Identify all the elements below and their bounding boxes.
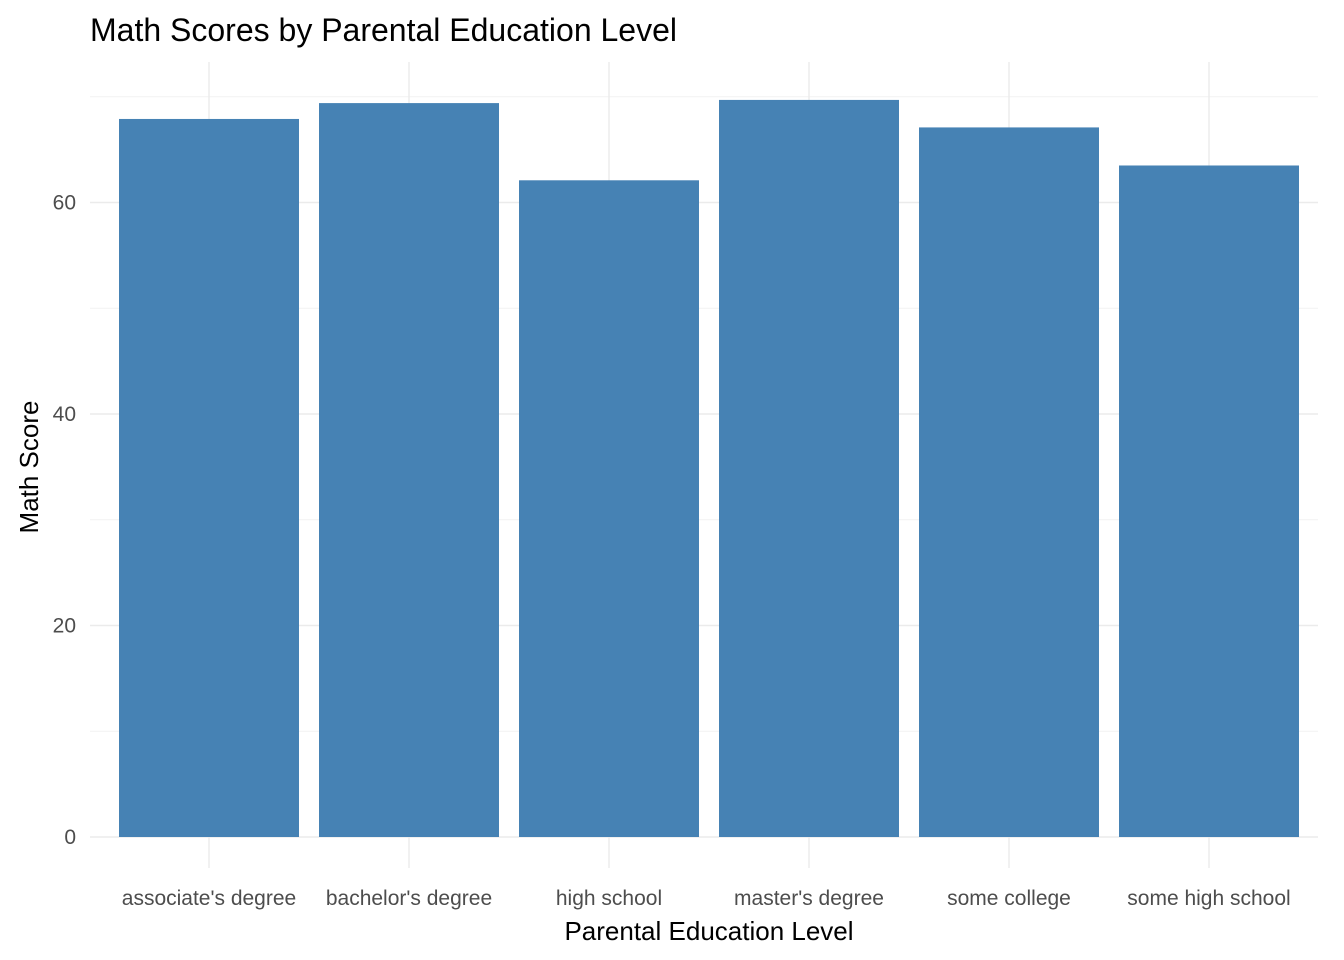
chart-title: Math Scores by Parental Education Level: [90, 12, 677, 48]
x-tick-label: some college: [947, 887, 1071, 910]
y-tick-label: 60: [53, 192, 76, 215]
bar: [719, 99, 899, 838]
x-axis-ticks: associate's degree bachelor's degree high …: [122, 887, 1291, 910]
y-tick-label: 40: [53, 403, 76, 426]
bar: [519, 180, 699, 838]
y-tick-label: 20: [53, 615, 76, 638]
x-tick-label: associate's degree: [122, 887, 296, 910]
bar: [1119, 165, 1299, 838]
x-tick-label: master's degree: [734, 887, 884, 910]
bar: [319, 103, 499, 838]
x-tick-label: high school: [556, 887, 662, 910]
y-axis-title: Math Score: [14, 401, 44, 534]
y-tick-label: 0: [64, 826, 76, 849]
y-axis-ticks: 0 20 40 60: [53, 192, 76, 850]
x-tick-label: some high school: [1127, 887, 1290, 910]
bars: [119, 99, 1299, 838]
x-tick-label: bachelor's degree: [326, 887, 492, 910]
bar: [919, 127, 1099, 838]
bar: [119, 118, 299, 837]
x-axis-title: Parental Education Level: [564, 916, 853, 946]
